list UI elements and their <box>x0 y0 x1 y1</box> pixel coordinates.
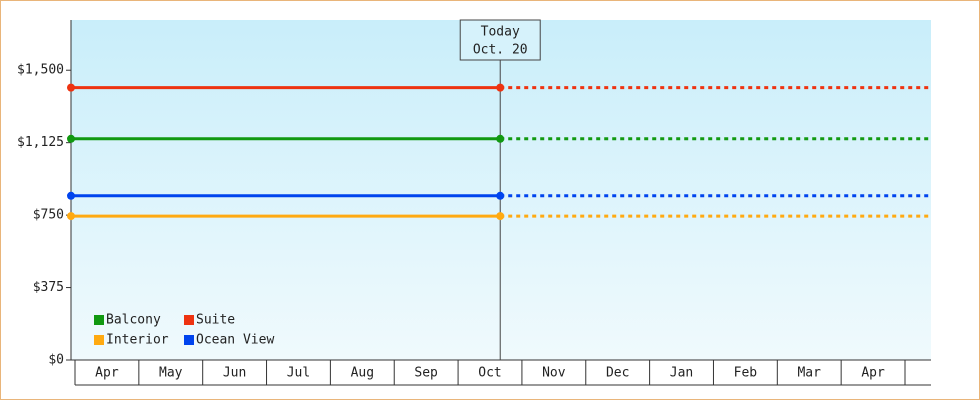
x-tick-label: Nov <box>542 366 566 381</box>
y-tick-label: $750 <box>33 208 64 223</box>
y-tick-label: $1,125 <box>17 135 64 150</box>
y-tick-label: $1,500 <box>17 63 64 78</box>
legend-label: Interior <box>106 333 169 348</box>
x-tick-label: Sep <box>414 366 438 381</box>
x-tick-label: Apr <box>95 366 119 381</box>
point <box>496 83 505 92</box>
x-tick-label: Oct <box>478 366 501 381</box>
y-tick-label: $375 <box>33 280 64 295</box>
x-tick-label: Feb <box>734 366 758 381</box>
today-box <box>459 19 541 61</box>
legend-swatch <box>184 315 194 325</box>
point <box>67 191 75 200</box>
x-tick-label: Jan <box>670 366 693 381</box>
x-tick-label: May <box>159 366 183 381</box>
plot-area <box>71 20 931 360</box>
legend-label: Balcony <box>106 313 161 328</box>
y-tick-label: $0 <box>48 353 64 368</box>
legend-label: Ocean View <box>196 333 274 348</box>
today-date: Oct. 20 <box>473 43 528 58</box>
x-tick-label: Dec <box>606 366 629 381</box>
point <box>496 212 505 221</box>
x-tick-label: Aug <box>351 366 374 381</box>
legend-swatch <box>184 335 194 345</box>
point <box>67 83 75 92</box>
legend-swatch <box>94 335 104 345</box>
point <box>496 191 505 200</box>
point <box>67 134 75 143</box>
legend-label: Suite <box>196 313 235 328</box>
x-tick-label: Mar <box>797 366 821 381</box>
x-tick-label: Apr <box>861 366 885 381</box>
x-tick-label: Jun <box>223 366 246 381</box>
today-label: Today <box>481 25 520 40</box>
point <box>67 212 75 221</box>
x-tick-label: Jul <box>287 366 310 381</box>
legend-swatch <box>94 315 104 325</box>
point <box>496 134 505 143</box>
